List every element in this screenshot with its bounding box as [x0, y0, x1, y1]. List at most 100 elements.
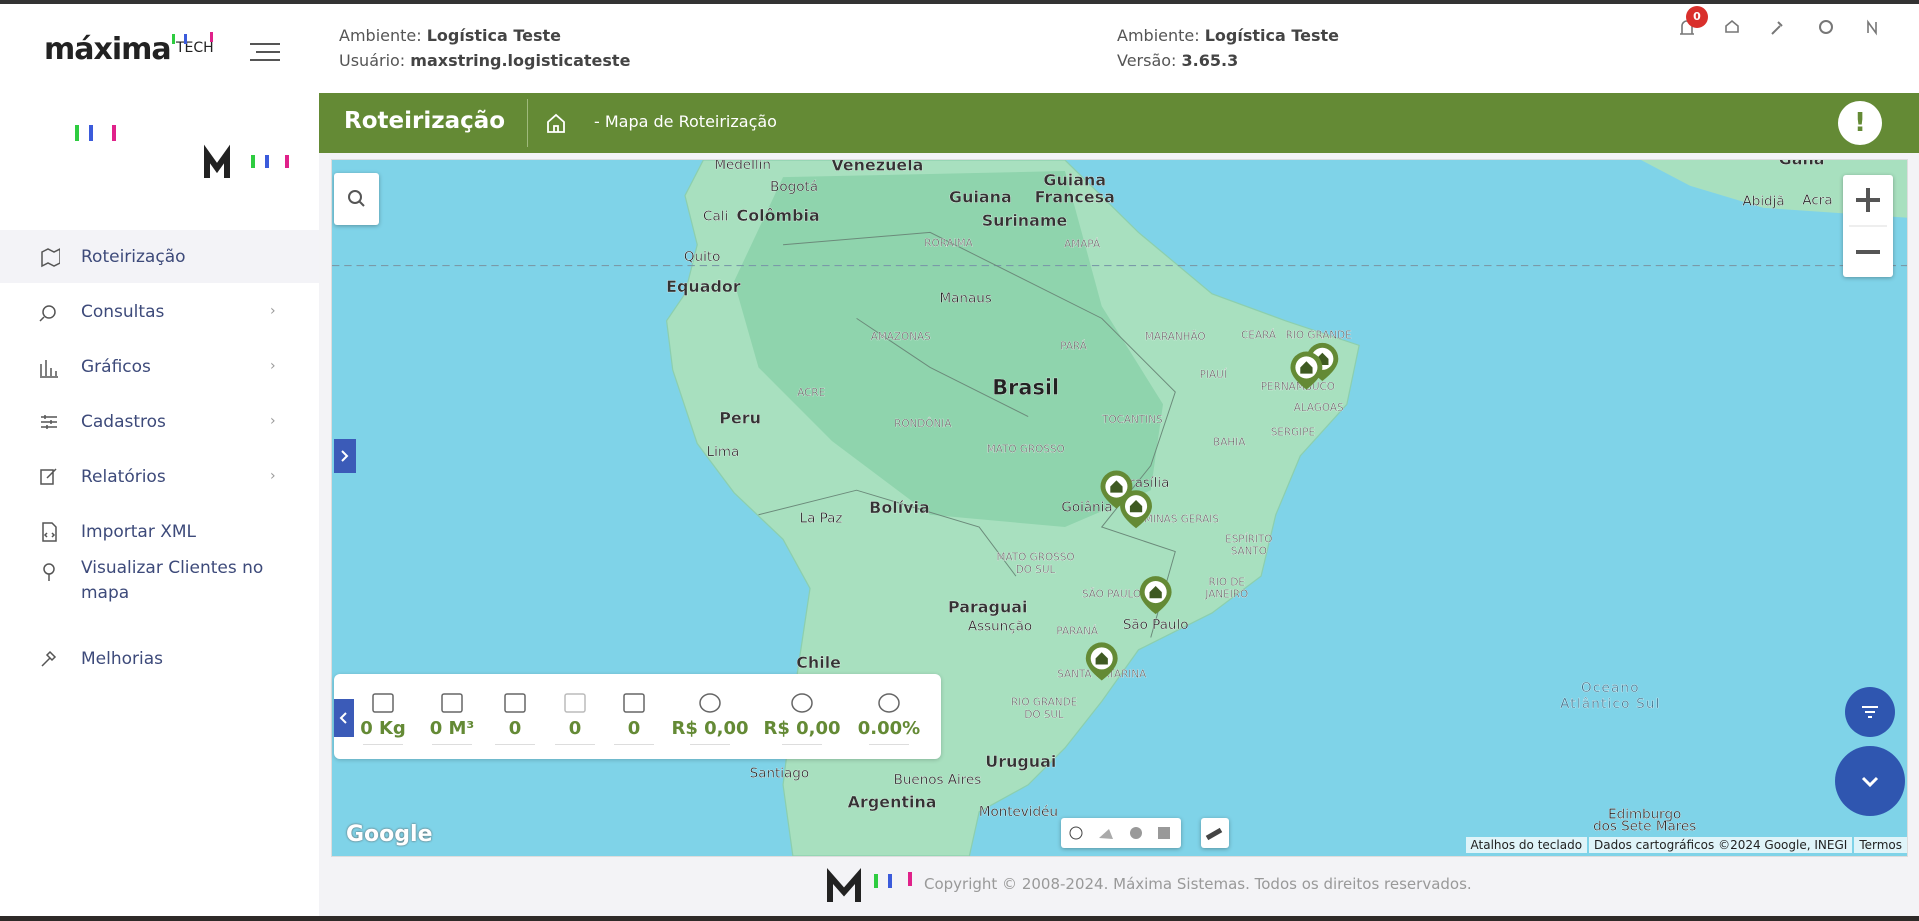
home-icon[interactable] — [1725, 19, 1739, 33]
menu-label: Gráficos — [81, 357, 151, 377]
polygon-tool[interactable] — [1099, 829, 1113, 839]
expand-panel[interactable] — [334, 439, 356, 473]
sidebar-logo — [75, 125, 289, 178]
zoom-controls — [1843, 175, 1893, 277]
icon-shape — [504, 693, 526, 713]
stat-icon — [564, 693, 586, 713]
map-marker[interactable] — [1139, 576, 1172, 615]
menu-item[interactable]: Roteirização — [0, 231, 319, 283]
ruler-tool[interactable] — [1201, 818, 1229, 848]
divider — [527, 99, 528, 147]
map-label: Assunção — [968, 618, 1032, 634]
rect-tool[interactable] — [1158, 827, 1170, 839]
map-label: RONDÔNIA — [894, 417, 952, 430]
map-label: Equador — [666, 277, 741, 296]
info-right: Ambiente: Logística Teste Versão: 3.65.3 — [1117, 23, 1339, 73]
page-title: Roteirização — [344, 108, 506, 134]
stat-underline — [690, 744, 730, 745]
hand-tool[interactable] — [1069, 826, 1083, 840]
icon-shape — [564, 693, 586, 713]
stat-value: 0 M³ — [429, 718, 475, 739]
menu-item[interactable]: Cadastros › — [0, 396, 319, 448]
menu-label: Cadastros — [81, 412, 166, 432]
collapse-panel[interactable] — [334, 699, 354, 737]
map-label: Bolívia — [869, 498, 930, 517]
menu-label: Roteirização — [81, 247, 186, 267]
map-label: PARANÁ — [1056, 624, 1098, 637]
map-label: AMAPÁ — [1064, 238, 1101, 251]
map-label: AMAZONAS — [871, 331, 931, 343]
map-label: dos Sete Mares — [1593, 819, 1696, 835]
map-label: MATO GROSSO — [987, 444, 1065, 456]
map-marker[interactable] — [1085, 642, 1118, 681]
stat-icon — [372, 693, 394, 713]
map-label: SANTO — [1231, 546, 1267, 558]
menu-label: Visualizar Clientes no mapa — [81, 558, 264, 603]
map-label: Bogotá — [770, 179, 818, 195]
map-label: Edimburgo — [1608, 806, 1681, 822]
header-icons — [1680, 19, 1877, 36]
menu-icon — [40, 360, 58, 378]
expand-button[interactable] — [1835, 746, 1905, 816]
circle-tool[interactable] — [1130, 827, 1142, 839]
stat-value: 0 — [627, 718, 641, 739]
map-label: RIO GRANDE — [1011, 697, 1077, 709]
map-label: Lima — [707, 444, 740, 460]
marker-house — [1300, 361, 1313, 374]
map-label: ESPÍRITO — [1225, 532, 1272, 545]
icon-path — [39, 305, 56, 322]
map-label: Buenos Aires — [894, 772, 982, 788]
sidebar: Roteirização Consultas › Gráficos › Cadastros… — [0, 93, 319, 916]
footer: Copyright © 2008-2024. Máxima Sistemas. … — [319, 856, 1919, 916]
map-label: Uruguai — [985, 752, 1056, 771]
stat-value: 0 — [568, 718, 582, 739]
filter-button[interactable] — [1845, 687, 1895, 737]
menu-icon — [41, 415, 57, 429]
bottom-strip — [0, 916, 1919, 921]
menu-label: Relatórios — [81, 467, 166, 487]
copyright: Copyright © 2008-2024. Máxima Sistemas. … — [924, 875, 1472, 893]
icon-shape — [372, 693, 394, 713]
icon-shape — [878, 693, 900, 713]
map-label: Colômbia — [737, 206, 820, 225]
map-label: São Paulo — [1123, 617, 1189, 633]
menu-label: Consultas — [81, 302, 165, 322]
map-label: SÃO PAULO — [1082, 588, 1141, 601]
alert-button[interactable]: ! — [1838, 101, 1882, 145]
menu-item[interactable]: Relatórios › — [0, 451, 319, 503]
menu-item[interactable]: Gráficos › — [0, 341, 319, 393]
map-label: Argentina — [848, 793, 937, 812]
stat-value: R$ 0,00 — [671, 718, 749, 739]
menu-item[interactable]: Visualizar Clientes no mapa — [0, 556, 319, 608]
map-label: SERGIPE — [1271, 427, 1315, 439]
menu-icon — [39, 305, 56, 322]
attribution-item[interactable]: Termos — [1854, 837, 1907, 853]
breadcrumb: - Mapa de Roteirização — [594, 112, 777, 131]
logout-icon[interactable] — [1867, 19, 1877, 36]
map-label: Paraguai — [948, 598, 1028, 617]
stat-icon — [699, 693, 721, 713]
menu-item[interactable]: Importar XML — [0, 506, 319, 558]
menu-icon — [40, 468, 57, 485]
map-marker[interactable] — [1120, 490, 1152, 529]
chevron: › — [270, 468, 276, 484]
menu-toggle[interactable] — [248, 40, 282, 64]
map-marker[interactable] — [1290, 351, 1323, 390]
menu-item[interactable]: Melhorias — [0, 633, 319, 685]
icon-path — [40, 360, 58, 378]
map-label: BAHIA — [1213, 436, 1246, 448]
settings-icon[interactable] — [1819, 20, 1833, 34]
menu-item[interactable]: Consultas › — [0, 286, 319, 338]
attribution-item[interactable]: Atalhos do teclado — [1465, 837, 1588, 853]
tools-icon[interactable] — [1771, 21, 1783, 35]
home-link[interactable] — [545, 112, 567, 134]
search-button[interactable] — [334, 173, 379, 225]
map-label: Cali — [703, 208, 728, 224]
footer-logo — [827, 868, 912, 902]
zoom-in[interactable] — [1856, 188, 1880, 212]
map-label: Atlântico Sul — [1560, 696, 1661, 712]
stat-underline — [555, 744, 595, 745]
map-label: RIO DE — [1209, 576, 1245, 588]
map-label: Medellín — [714, 160, 771, 173]
